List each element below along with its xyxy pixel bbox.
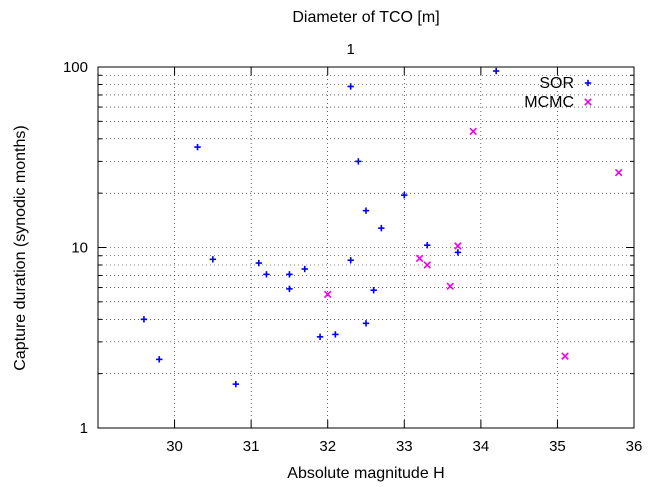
sor-point: [194, 143, 201, 151]
legend-marker: [584, 98, 592, 106]
sor-point: [255, 259, 262, 267]
x-tick-label: 34: [473, 438, 490, 455]
mcmc-point: [323, 290, 332, 299]
sor-point: [355, 158, 362, 165]
sor-point: [454, 249, 462, 256]
sor-point: [140, 316, 148, 323]
y-tick-label: 10: [71, 240, 88, 257]
sor-point: [209, 256, 217, 263]
data-points: [140, 67, 623, 388]
sor-point: [286, 271, 293, 278]
sor-point: [362, 320, 370, 327]
sor-point: [378, 224, 385, 232]
sor-point: [232, 380, 240, 388]
mcmc-point: [454, 242, 462, 250]
sor-point: [286, 285, 293, 293]
sor-point: [332, 331, 339, 338]
y-tick-label: 1: [80, 420, 88, 437]
grid: [98, 67, 634, 428]
sor-point: [401, 191, 408, 199]
legend-label: SOR: [539, 75, 574, 92]
top-tick-label: 1: [347, 41, 355, 58]
sor-point: [156, 356, 163, 363]
x-tick-label: 30: [166, 438, 183, 455]
x-tick-label: 36: [626, 438, 643, 455]
plot-frame: [97, 66, 635, 429]
mcmc-point: [561, 352, 569, 360]
sor-point: [424, 241, 431, 249]
sor-point: [492, 67, 500, 75]
top-axis-ticks: 1: [347, 41, 355, 58]
x-tick-label: 31: [243, 438, 260, 455]
tick-labels: 30 31 32 33 34 35 36 1 10 100: [63, 59, 642, 455]
top-axis-label: Diameter of TCO [m]: [292, 9, 439, 26]
sor-point: [301, 265, 308, 273]
legend: SOR MCMC: [524, 75, 592, 111]
y-tick-label: 100: [63, 59, 88, 76]
x-tick-label: 35: [549, 438, 566, 455]
y-axis-label: Capture duration (synodic months): [12, 125, 29, 370]
legend-marker: [584, 79, 592, 87]
legend-label: MCMC: [524, 94, 574, 111]
x-tick-label: 33: [396, 438, 413, 455]
x-tick-label: 32: [319, 438, 336, 455]
sor-point: [370, 287, 377, 294]
sor-point: [347, 257, 354, 264]
sor-point: [362, 207, 370, 214]
x-axis-label: Absolute magnitude H: [287, 465, 444, 482]
mcmc-point: [446, 282, 454, 291]
mcmc-point: [415, 254, 424, 263]
mcmc-point: [614, 168, 623, 177]
mcmc-point: [469, 127, 477, 136]
sor-point: [347, 83, 354, 90]
mcmc-point: [423, 261, 432, 269]
sor-point: [263, 271, 270, 278]
sor-point: [316, 333, 324, 341]
